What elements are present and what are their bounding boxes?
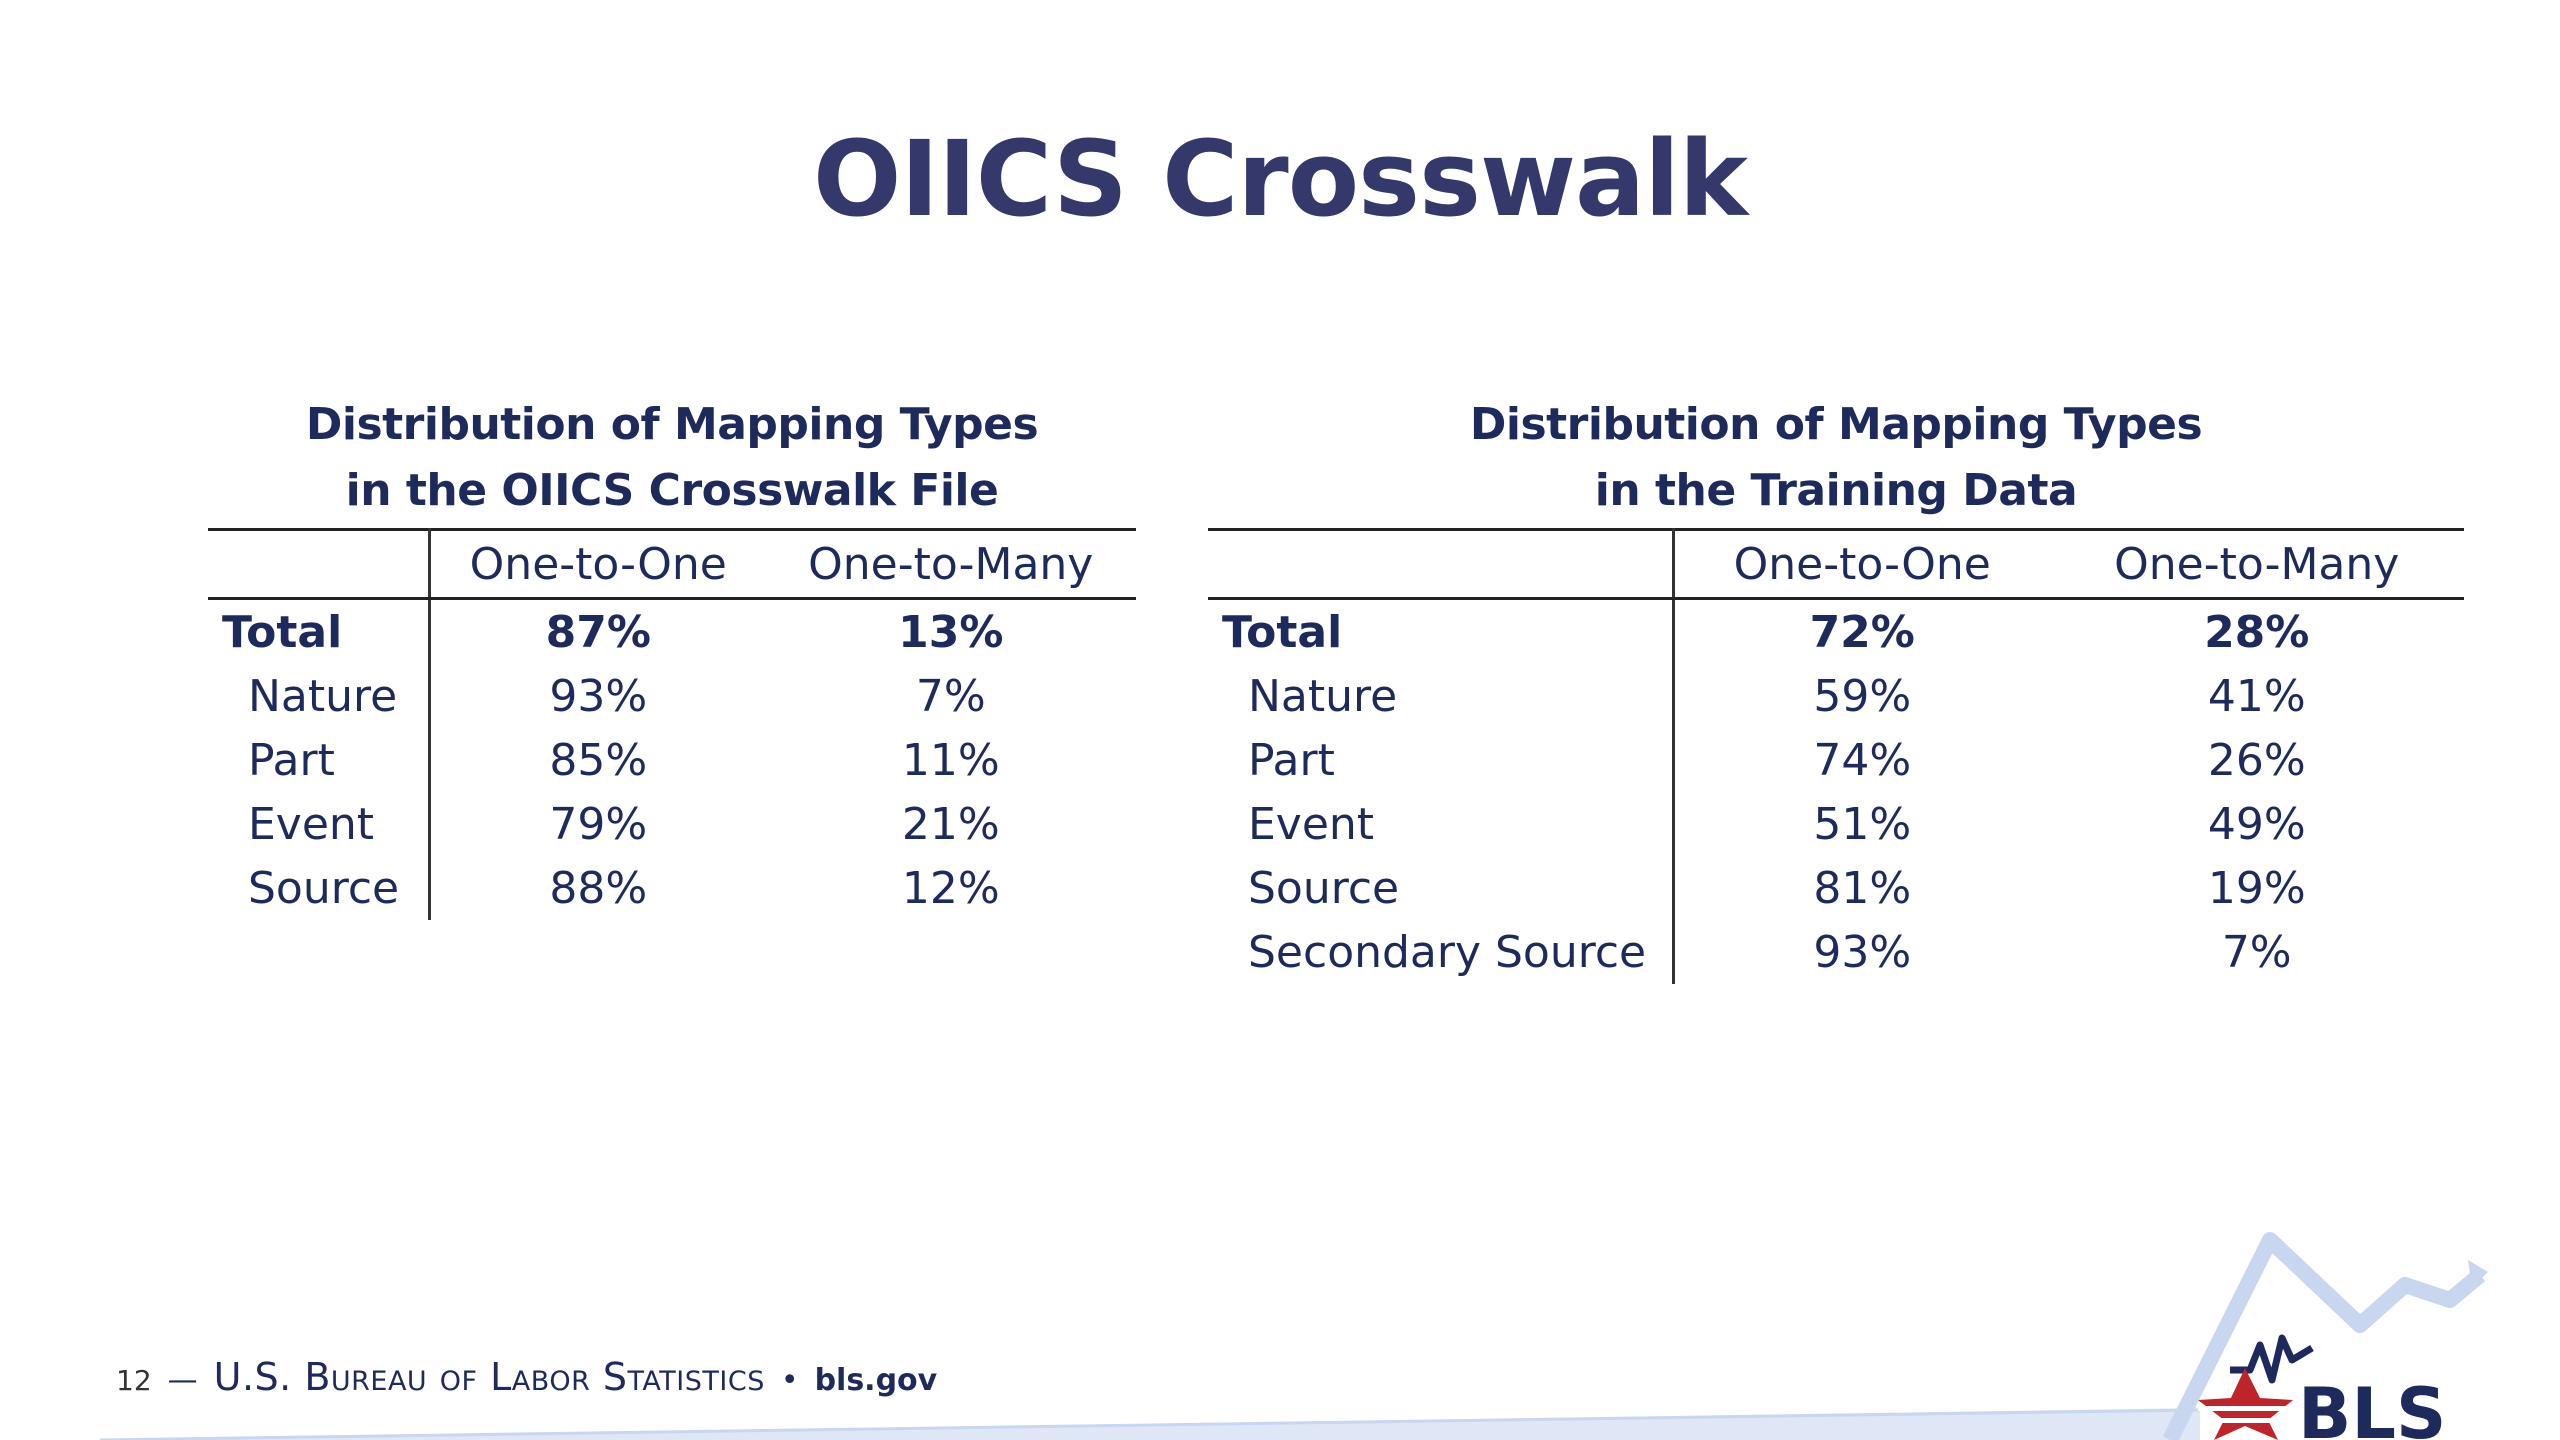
one-to-one-value: 93% [549,670,648,722]
one-to-one-value: 85% [549,734,648,786]
crosswalk-file-table: One-to-One One-to-Many Total 87% 13% Nat… [208,528,1136,920]
one-to-one-value: 51% [1813,798,1912,850]
header-blank [1208,528,1675,600]
table-row: Source 81% 19% [1208,856,2464,920]
table-caption: Distribution of Mapping Types in the Tra… [1208,392,2464,524]
row-label: Source [208,856,431,920]
row-label: Nature [1208,664,1675,728]
one-to-many-value: 21% [901,798,1000,850]
table-header-row: One-to-One One-to-Many [1208,528,2464,600]
header-one-to-many: One-to-Many [765,528,1136,600]
table-row: Event 79% 21% [208,792,1136,856]
row-label: Part [208,728,431,792]
caption-line-1: Distribution of Mapping Types [305,399,1039,450]
row-label: Source [1208,856,1675,920]
one-to-many-value: 11% [901,734,1000,786]
footer-url: bls.gov [814,1363,938,1398]
bls-star-logo-icon: BLS [2162,1232,2488,1440]
one-to-many-value: 41% [2207,670,2306,722]
one-to-one-value: 87% [545,606,651,658]
one-to-one-value: 72% [1809,606,1915,658]
row-label: Total [1208,598,1675,664]
one-to-many-value: 28% [2204,606,2310,658]
crosswalk-file-table-block: Distribution of Mapping Types in the OII… [208,392,1136,920]
table-row: Part 85% 11% [208,728,1136,792]
table-row: Nature 59% 41% [1208,664,2464,728]
table-row: Total 87% 13% [208,598,1136,664]
header-blank [208,528,431,600]
one-to-one-value: 88% [549,862,648,914]
agency-name: U.S. Bureau of Labor Statistics [213,1355,765,1399]
one-to-many-value: 12% [901,862,1000,914]
caption-line-2: in the Training Data [1594,465,2078,516]
one-to-one-value: 93% [1813,926,1912,978]
slide-footer: 12 — U.S. Bureau of Labor Statistics • b… [116,1355,937,1399]
training-data-table-block: Distribution of Mapping Types in the Tra… [1208,392,2464,984]
table-caption: Distribution of Mapping Types in the OII… [208,392,1136,524]
header-one-to-one: One-to-One [429,528,766,600]
one-to-one-value: 79% [549,798,648,850]
row-label: Part [1208,728,1675,792]
logo-text: BLS [2298,1373,2446,1440]
one-to-many-value: 13% [898,606,1004,658]
row-label: Event [208,792,431,856]
slide-title: OIICS Crosswalk [812,118,1748,240]
training-data-table: One-to-One One-to-Many Total 72% 28% Nat… [1208,528,2464,984]
caption-line-1: Distribution of Mapping Types [1469,399,2203,450]
footer-swoosh [99,1408,2201,1440]
page-number: 12 [116,1364,152,1397]
row-label: Nature [208,664,431,728]
table-row: Secondary Source 93% 7% [1208,920,2464,984]
one-to-one-value: 81% [1813,862,1912,914]
one-to-many-value: 7% [2221,926,2292,978]
row-label: Secondary Source [1208,920,1675,984]
footer-bullet: • [780,1363,799,1398]
table-row: Part 74% 26% [1208,728,2464,792]
table-row: Source 88% 12% [208,856,1136,920]
footer-dash: — [167,1363,198,1398]
header-one-to-many: One-to-Many [2049,528,2464,600]
table-header-row: One-to-One One-to-Many [208,528,1136,600]
row-label: Total [208,598,431,664]
one-to-one-value: 74% [1813,734,1912,786]
table-row: Nature 93% 7% [208,664,1136,728]
table-row: Event 51% 49% [1208,792,2464,856]
one-to-many-value: 19% [2207,862,2306,914]
one-to-one-value: 59% [1813,670,1912,722]
caption-line-2: in the OIICS Crosswalk File [345,465,999,516]
one-to-many-value: 49% [2207,798,2306,850]
header-one-to-one: One-to-One [1673,528,2050,600]
table-row: Total 72% 28% [1208,598,2464,664]
one-to-many-value: 26% [2207,734,2306,786]
row-label: Event [1208,792,1675,856]
one-to-many-value: 7% [915,670,986,722]
